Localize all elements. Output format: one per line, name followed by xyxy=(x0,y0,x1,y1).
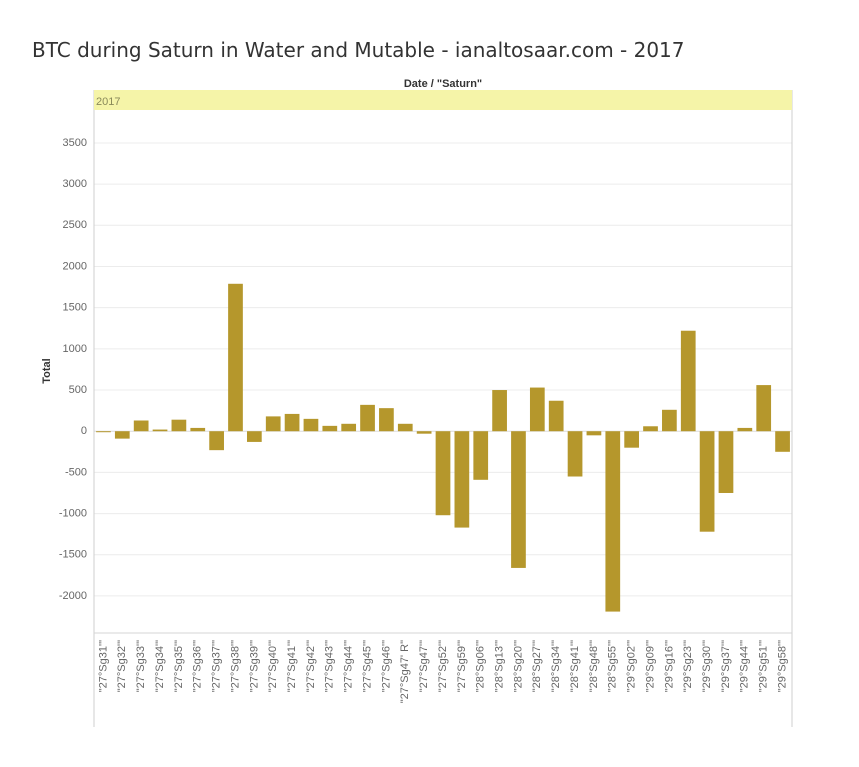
bar[interactable] xyxy=(548,400,564,432)
x-tick-label: "27°Sg43'" xyxy=(324,640,336,692)
bar[interactable] xyxy=(529,387,545,432)
x-tick-label: "27°Sg44'" xyxy=(343,640,355,692)
bar[interactable] xyxy=(228,283,243,432)
y-axis-label: Total xyxy=(41,358,53,383)
y-tick-label: 3000 xyxy=(63,178,87,190)
bar[interactable] xyxy=(775,431,790,452)
x-tick-label: "27°Sg46'" xyxy=(380,640,392,692)
y-tick-label: -2000 xyxy=(59,590,87,602)
bar[interactable] xyxy=(492,390,507,432)
x-tick-label: "28°Sg41'" xyxy=(569,640,581,692)
y-tick-label: 2000 xyxy=(63,260,87,272)
x-tick-label: "29°Sg23'" xyxy=(682,640,694,692)
x-tick-label: "27°Sg59'" xyxy=(456,640,468,692)
x-tick-label: "28°Sg55'" xyxy=(607,640,619,692)
bar[interactable] xyxy=(190,427,206,432)
bar[interactable] xyxy=(322,425,338,432)
x-tick-label: "27°Sg36'" xyxy=(192,640,204,692)
y-tick-label: -1000 xyxy=(59,507,87,519)
x-tick-label: "29°Sg44'" xyxy=(739,640,751,692)
x-tick-label: "29°Sg02'" xyxy=(626,640,638,692)
x-tick-label: "27°Sg47'" xyxy=(418,640,430,692)
x-tick-label: "27°Sg32'" xyxy=(116,640,128,692)
x-tick-label: "28°Sg34'" xyxy=(550,640,562,692)
y-tick-label: 3500 xyxy=(63,137,87,149)
x-tick-label: "27°Sg34'" xyxy=(154,640,166,692)
y-tick-label: 0 xyxy=(81,425,87,437)
y-tick-label: -500 xyxy=(65,466,87,478)
bar[interactable] xyxy=(416,431,432,434)
bar[interactable] xyxy=(473,431,489,480)
bar[interactable] xyxy=(454,431,470,528)
x-tick-label: "27°Sg47' R" xyxy=(399,640,411,703)
x-tick-label: "27°Sg41'" xyxy=(286,640,298,692)
x-tick-label: "29°Sg16'" xyxy=(663,640,675,692)
bar[interactable] xyxy=(133,420,149,432)
y-tick-label: 1500 xyxy=(63,302,87,314)
bar[interactable] xyxy=(152,429,168,432)
bar[interactable] xyxy=(379,408,394,432)
bar[interactable] xyxy=(114,431,130,439)
bar[interactable] xyxy=(586,431,602,436)
bar[interactable] xyxy=(680,330,696,432)
bar[interactable] xyxy=(265,416,281,432)
bar[interactable] xyxy=(397,423,413,432)
bar[interactable] xyxy=(96,431,111,433)
x-tick-label: "27°Sg45'" xyxy=(361,640,373,692)
bar[interactable] xyxy=(643,426,658,432)
column-header: Date / "Saturn" xyxy=(404,78,482,90)
pane-label: 2017 xyxy=(96,96,120,108)
x-tick-label: "29°Sg30'" xyxy=(701,640,713,692)
x-tick-label: "27°Sg35'" xyxy=(173,640,185,692)
bar[interactable] xyxy=(435,431,451,516)
bar[interactable] xyxy=(737,427,753,432)
y-tick-label: 1000 xyxy=(63,343,87,355)
bar[interactable] xyxy=(567,431,583,477)
x-tick-label: "28°Sg20'" xyxy=(512,640,524,692)
x-tick-label: "27°Sg38'" xyxy=(229,640,241,692)
y-tick-label: 2500 xyxy=(63,219,87,231)
x-axis-categories: "27°Sg31'" "27°Sg32'" "27°Sg33'" "27°Sg34'"… xyxy=(97,640,788,703)
x-tick-label: "27°Sg40'" xyxy=(267,640,279,692)
bar[interactable] xyxy=(624,431,640,448)
y-tick-label: -1500 xyxy=(59,549,87,561)
bar[interactable] xyxy=(284,413,300,432)
x-tick-label: "27°Sg52'" xyxy=(437,640,449,692)
bar[interactable] xyxy=(605,431,621,612)
bars xyxy=(96,283,790,612)
pane-band xyxy=(94,90,792,110)
bar[interactable] xyxy=(171,419,187,432)
x-tick-label: "27°Sg37'" xyxy=(211,640,223,692)
x-tick-label: "28°Sg13'" xyxy=(494,640,506,692)
y-axis-ticks: 3500 3000 2500 2000 1500 1000 500 0 -500 -1000 -15… xyxy=(59,137,87,602)
bar[interactable] xyxy=(699,431,715,532)
bar[interactable] xyxy=(341,423,357,432)
x-tick-label: "29°Sg58'" xyxy=(776,640,788,692)
bar[interactable] xyxy=(662,409,677,432)
x-tick-label: "27°Sg31'" xyxy=(97,640,109,692)
bar[interactable] xyxy=(246,431,262,442)
x-tick-label: "28°Sg48'" xyxy=(588,640,600,692)
bar[interactable] xyxy=(303,418,319,432)
x-tick-label: "27°Sg33'" xyxy=(135,640,147,692)
bar[interactable] xyxy=(360,404,375,432)
x-tick-label: "29°Sg37'" xyxy=(720,640,732,692)
bar[interactable] xyxy=(756,385,772,432)
bar[interactable] xyxy=(511,431,526,568)
y-tick-label: 500 xyxy=(69,384,87,396)
x-tick-label: "29°Sg51'" xyxy=(758,640,770,692)
bar[interactable] xyxy=(718,431,734,493)
chart-frame: Date / "Saturn" 2017 Total xyxy=(41,78,792,384)
x-tick-label: "29°Sg09'" xyxy=(644,640,656,692)
bar[interactable] xyxy=(209,431,224,451)
x-tick-label: "27°Sg39'" xyxy=(248,640,260,692)
x-tick-label: "28°Sg27'" xyxy=(531,640,543,692)
x-tick-label: "28°Sg06'" xyxy=(475,640,487,692)
chart-title: BTC during Saturn in Water and Mutable -… xyxy=(32,38,685,62)
x-tick-label: "27°Sg42'" xyxy=(305,640,317,692)
